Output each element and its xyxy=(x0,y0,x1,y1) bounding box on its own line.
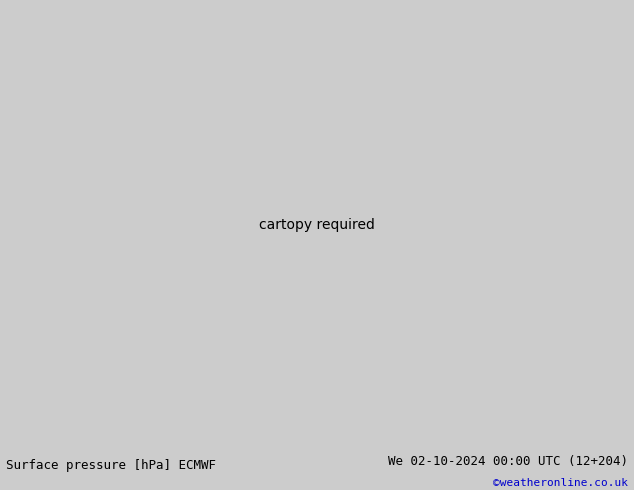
Text: cartopy required: cartopy required xyxy=(259,218,375,232)
Text: We 02-10-2024 00:00 UTC (12+204): We 02-10-2024 00:00 UTC (12+204) xyxy=(387,455,628,468)
Text: Surface pressure [hPa] ECMWF: Surface pressure [hPa] ECMWF xyxy=(6,460,216,472)
Text: ©weatheronline.co.uk: ©weatheronline.co.uk xyxy=(493,478,628,488)
